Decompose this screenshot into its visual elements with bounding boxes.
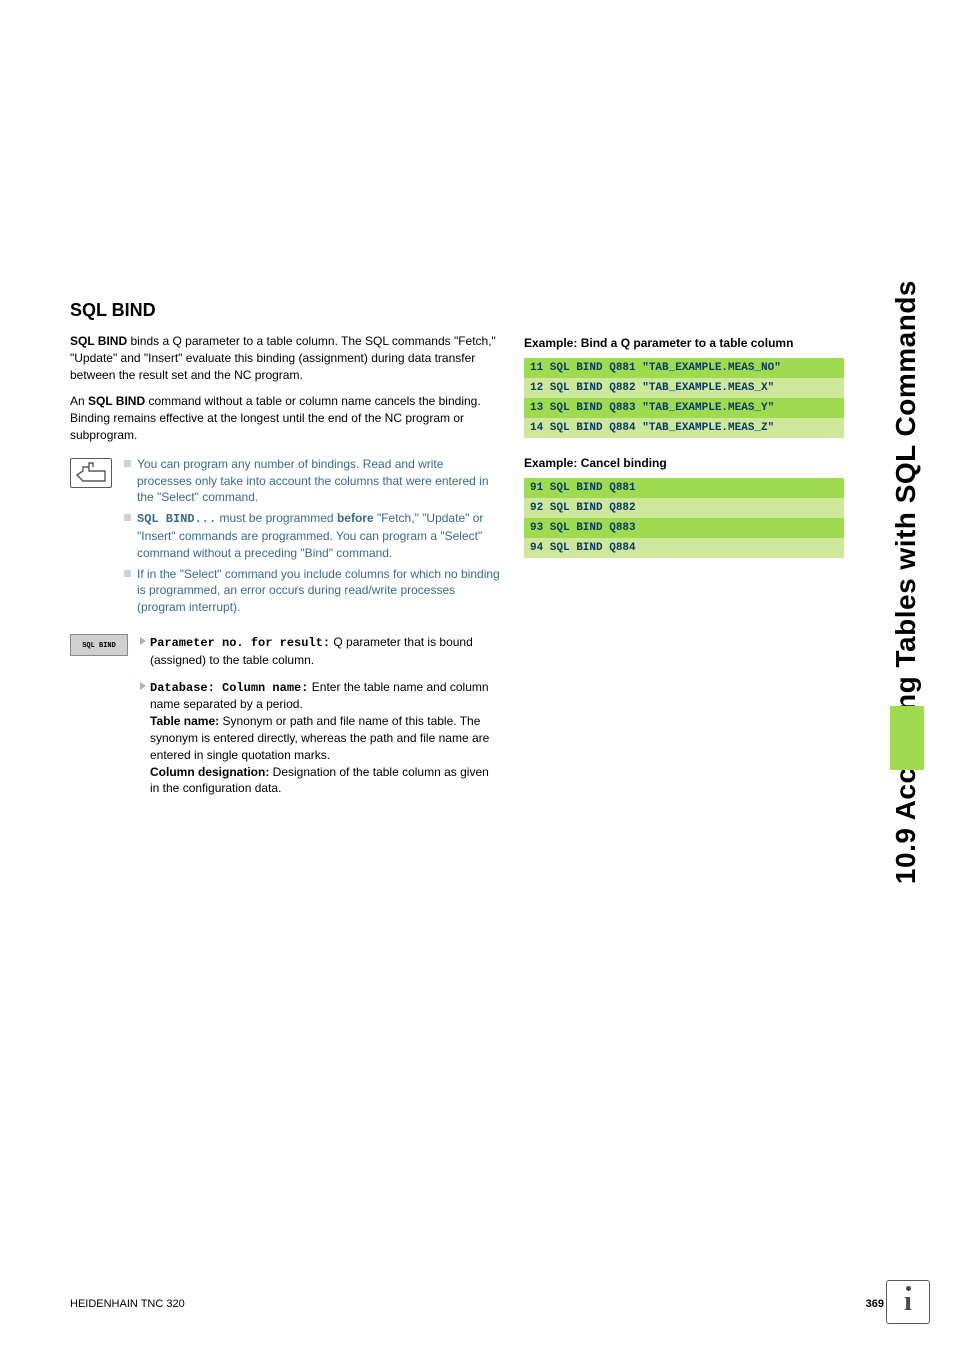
- note-item-1: You can program any number of bindings. …: [124, 456, 500, 506]
- table-row: 94 SQL BIND Q884: [524, 538, 844, 558]
- table-row: 93 SQL BIND Q883: [524, 518, 844, 538]
- right-column: Example: Bind a Q parameter to a table c…: [524, 300, 844, 807]
- param-row-2: Database: Column name: Enter the table n…: [70, 679, 500, 798]
- note-box: You can program any number of bindings. …: [70, 456, 500, 620]
- note-hand-icon: [70, 458, 112, 488]
- note-2-mid: must be programmed: [216, 511, 337, 525]
- code-cell: 11 SQL BIND Q881 "TAB_EXAMPLE.MEAS_NO": [524, 358, 844, 378]
- note-2-bold2: before: [337, 511, 374, 525]
- param-2-bold: Database: Column name:: [150, 681, 308, 695]
- example-1-table: 11 SQL BIND Q881 "TAB_EXAMPLE.MEAS_NO" 1…: [524, 358, 844, 438]
- code-cell: 93 SQL BIND Q883: [524, 518, 844, 538]
- side-accent-bar: [890, 706, 924, 770]
- note-list: You can program any number of bindings. …: [124, 456, 500, 620]
- bullet-icon: [124, 570, 131, 577]
- note-item-3: If in the "Select" command you include c…: [124, 566, 500, 616]
- table-row: 14 SQL BIND Q884 "TAB_EXAMPLE.MEAS_Z": [524, 418, 844, 438]
- note-1-text: You can program any number of bindings. …: [137, 456, 500, 506]
- param-1-block: Parameter no. for result: Q parameter th…: [140, 634, 500, 669]
- intro-bold: SQL BIND: [70, 334, 127, 348]
- info-dot: [906, 1286, 911, 1291]
- left-column: SQL BIND SQL BIND binds a Q parameter to…: [70, 300, 500, 807]
- sql-bind-button[interactable]: SQL BIND: [70, 634, 128, 656]
- param-1-bold: Parameter no. for result:: [150, 636, 330, 650]
- param-row-1: SQL BIND Parameter no. for result: Q par…: [70, 634, 500, 669]
- code-cell: 92 SQL BIND Q882: [524, 498, 844, 518]
- example-1-title: Example: Bind a Q parameter to a table c…: [524, 336, 844, 350]
- info-icon: ı: [886, 1280, 930, 1324]
- bullet-icon: [124, 514, 131, 521]
- bullet-icon: [124, 460, 131, 467]
- example-2-title: Example: Cancel binding: [524, 456, 844, 470]
- code-cell: 91 SQL BIND Q881: [524, 478, 844, 498]
- note-2-text: SQL BIND... must be programmed before "F…: [137, 510, 500, 561]
- footer-page-number: 369: [866, 1298, 884, 1310]
- note-3-text: If in the "Select" command you include c…: [137, 566, 500, 616]
- param-2-tn-bold: Table name:: [150, 714, 219, 728]
- side-section-title: 10.9 Accessing Tables with SQL Commands: [890, 280, 922, 884]
- table-row: 13 SQL BIND Q883 "TAB_EXAMPLE.MEAS_Y": [524, 398, 844, 418]
- code-cell: 12 SQL BIND Q882 "TAB_EXAMPLE.MEAS_X": [524, 378, 844, 398]
- code-cell: 94 SQL BIND Q884: [524, 538, 844, 558]
- code-cell: 13 SQL BIND Q883 "TAB_EXAMPLE.MEAS_Y": [524, 398, 844, 418]
- paragraph-2: An SQL BIND command without a table or c…: [70, 393, 500, 443]
- intro-text: binds a Q parameter to a table column. T…: [70, 334, 496, 382]
- p2-bold: SQL BIND: [88, 394, 145, 408]
- note-2-bold1: SQL BIND...: [137, 512, 216, 526]
- arrow-icon: [140, 637, 146, 645]
- page-footer: HEIDENHAIN TNC 320 369: [70, 1298, 884, 1310]
- table-row: 12 SQL BIND Q882 "TAB_EXAMPLE.MEAS_X": [524, 378, 844, 398]
- param-1-text: Parameter no. for result: Q parameter th…: [150, 634, 500, 669]
- page-title: SQL BIND: [70, 300, 500, 321]
- footer-product: HEIDENHAIN TNC 320: [70, 1298, 185, 1310]
- table-row: 91 SQL BIND Q881: [524, 478, 844, 498]
- example-2-table: 91 SQL BIND Q881 92 SQL BIND Q882 93 SQL…: [524, 478, 844, 558]
- note-item-2: SQL BIND... must be programmed before "F…: [124, 510, 500, 561]
- intro-paragraph: SQL BIND binds a Q parameter to a table …: [70, 333, 500, 383]
- page-content: SQL BIND SQL BIND binds a Q parameter to…: [0, 0, 954, 807]
- param-2-block: Database: Column name: Enter the table n…: [140, 679, 500, 798]
- param-2-text: Database: Column name: Enter the table n…: [150, 679, 500, 798]
- p2-pre: An: [70, 394, 88, 408]
- arrow-icon: [140, 682, 146, 690]
- table-row: 92 SQL BIND Q882: [524, 498, 844, 518]
- code-cell: 14 SQL BIND Q884 "TAB_EXAMPLE.MEAS_Z": [524, 418, 844, 438]
- param-2-cd-bold: Column designation:: [150, 765, 269, 779]
- table-row: 11 SQL BIND Q881 "TAB_EXAMPLE.MEAS_NO": [524, 358, 844, 378]
